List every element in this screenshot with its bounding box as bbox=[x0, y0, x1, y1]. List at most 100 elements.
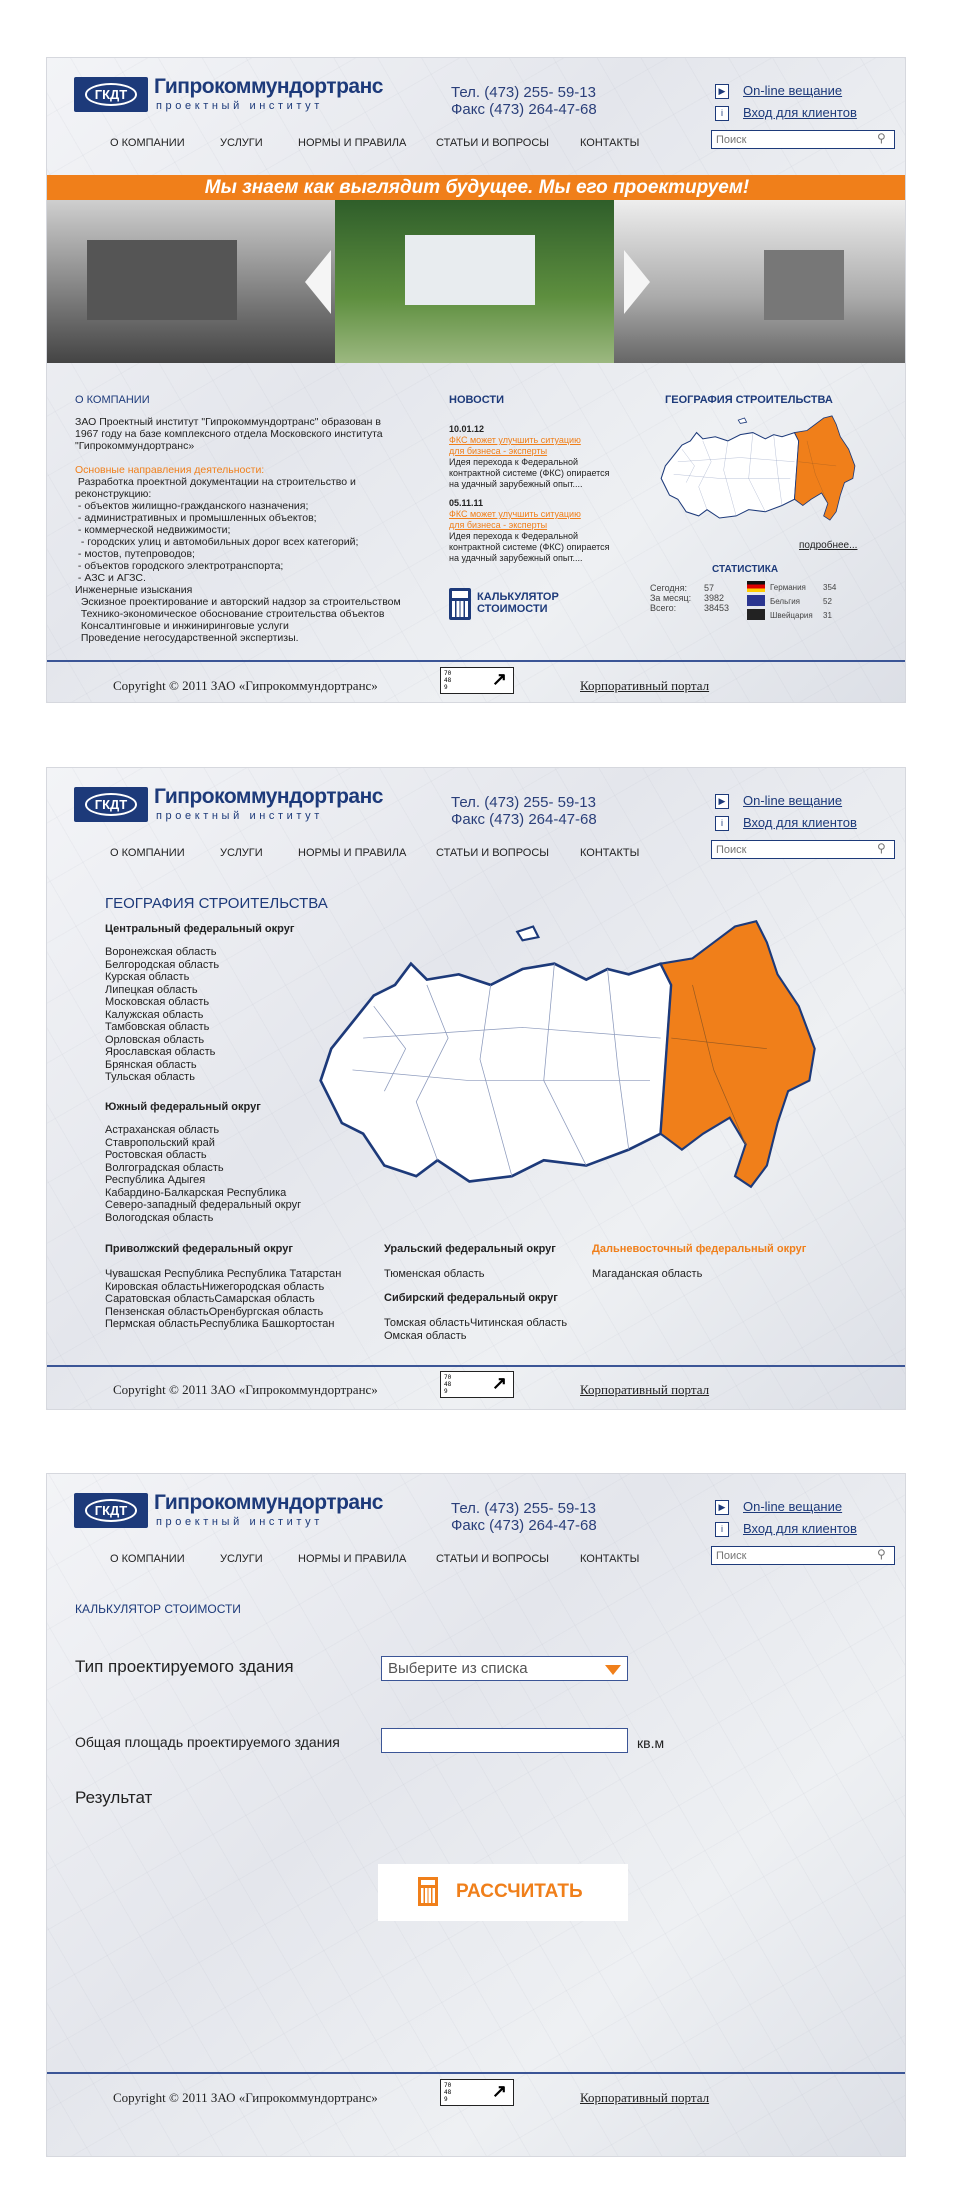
logo[interactable]: ГКДТ bbox=[74, 787, 148, 822]
text-line: Консалтинговые и инжиниринговые услуги bbox=[75, 620, 289, 632]
online-broadcast-link[interactable]: On-line вещание bbox=[743, 1499, 843, 1514]
client-login-link[interactable]: Вход для клиентов bbox=[743, 1521, 857, 1536]
nav-services[interactable]: УСЛУГИ bbox=[220, 847, 263, 859]
russia-map[interactable] bbox=[657, 413, 857, 523]
play-icon[interactable]: ▶ bbox=[715, 84, 729, 99]
footer-divider bbox=[47, 2072, 905, 2074]
nav-about[interactable]: О КОМПАНИИ bbox=[110, 847, 185, 859]
client-login-link[interactable]: Вход для клиентов bbox=[743, 105, 857, 120]
text-line: Инженерные изыскания bbox=[75, 584, 193, 596]
russia-map-large[interactable] bbox=[310, 898, 820, 1210]
search-icon[interactable]: ⚲ bbox=[877, 841, 886, 855]
brand-name: Гипрокоммундортранс bbox=[154, 785, 383, 808]
stat-value: 3982 bbox=[704, 593, 725, 603]
nav-about[interactable]: О КОМПАНИИ bbox=[110, 1553, 185, 1565]
nav-articles[interactable]: СТАТЬИ И ВОПРОСЫ bbox=[436, 847, 550, 859]
prev-arrow-icon[interactable] bbox=[305, 250, 331, 314]
nav-norms[interactable]: НОРМЫ И ПРАВИЛА bbox=[298, 847, 407, 859]
region-item: Чувашская Республика Республика Татарста… bbox=[105, 1268, 342, 1280]
country-name: Германия bbox=[770, 583, 806, 592]
text-line: Разработка проектной документации на стр… bbox=[75, 476, 356, 488]
slide-image-mall[interactable] bbox=[47, 200, 335, 363]
brand-subtitle: проектный институт bbox=[156, 810, 323, 822]
text-line: - объектов жилищно-гражданского назначен… bbox=[75, 500, 309, 512]
logo[interactable]: ГКДТ bbox=[74, 1493, 148, 1528]
online-broadcast-link[interactable]: On-line вещание bbox=[743, 793, 843, 808]
corporate-portal-link[interactable]: Корпоративный портал bbox=[580, 1382, 710, 1397]
info-icon[interactable]: i bbox=[715, 1522, 729, 1537]
region-item: Пермская областьРеспублика Башкортостан bbox=[105, 1318, 335, 1330]
news-title: НОВОСТИ bbox=[449, 394, 505, 406]
region-item: Северо-западный федеральный округ bbox=[105, 1199, 302, 1211]
area-label: Общая площадь проектируемого здания bbox=[75, 1734, 340, 1750]
geography-title: ГЕОГРАФИЯ СТРОИТЕЛЬСТВА bbox=[665, 394, 833, 406]
nav-articles[interactable]: СТАТЬИ И ВОПРОСЫ bbox=[436, 137, 550, 149]
calculator-page: ГКДТ Гипрокоммундортранс проектный инсти… bbox=[46, 1473, 906, 2157]
fareast-district-title[interactable]: Дальневосточный федеральный округ bbox=[592, 1243, 807, 1255]
brand-subtitle: проектный институт bbox=[156, 1516, 323, 1528]
region-item: Ставропольский край bbox=[105, 1136, 215, 1149]
nav-norms[interactable]: НОРМЫ И ПРАВИЛА bbox=[298, 137, 407, 149]
text-line: - коммерческой недвижимости; bbox=[75, 524, 231, 536]
visit-counter[interactable]: 70 48 9 ↗ bbox=[440, 1371, 514, 1398]
eu-flag-icon bbox=[747, 595, 765, 606]
text-line: - АЗС и АГЗС. bbox=[75, 572, 146, 584]
corporate-portal-link[interactable]: Корпоративный портал bbox=[580, 678, 710, 693]
nav-contacts[interactable]: КОНТАКТЫ bbox=[580, 137, 640, 149]
search-icon[interactable]: ⚲ bbox=[877, 1547, 886, 1561]
calculator-icon bbox=[418, 1877, 438, 1906]
region-item: Ярославская область bbox=[105, 1046, 216, 1058]
news-summary: Идея перехода к Федеральной bbox=[449, 457, 579, 467]
nav-contacts[interactable]: КОНТАКТЫ bbox=[580, 1553, 640, 1565]
corporate-portal-link[interactable]: Корпоративный портал bbox=[580, 2090, 710, 2105]
geography-page-title: ГЕОГРАФИЯ СТРОИТЕЛЬСТВА bbox=[105, 895, 328, 912]
search-icon[interactable]: ⚲ bbox=[877, 131, 886, 145]
play-icon[interactable]: ▶ bbox=[715, 794, 729, 809]
next-arrow-icon[interactable] bbox=[624, 250, 650, 314]
nav-articles[interactable]: СТАТЬИ И ВОПРОСЫ bbox=[436, 1553, 550, 1565]
info-icon[interactable]: i bbox=[715, 106, 729, 121]
fax: Факс (473) 264-47-68 bbox=[451, 1517, 597, 1534]
area-input[interactable] bbox=[381, 1728, 628, 1753]
news-summary: контрактной системе (ФКС) опирается bbox=[449, 542, 610, 552]
nav-services[interactable]: УСЛУГИ bbox=[220, 1553, 263, 1565]
news-link[interactable]: ФКС может улучшить ситуацию для бизнеса -… bbox=[449, 435, 581, 456]
fax: Факс (473) 264-47-68 bbox=[451, 101, 597, 118]
search-input[interactable] bbox=[711, 1546, 895, 1565]
search-input[interactable] bbox=[711, 130, 895, 149]
info-icon[interactable]: i bbox=[715, 816, 729, 831]
footer-divider bbox=[47, 660, 905, 662]
volga-district-list: Чувашская Республика Республика Татарста… bbox=[105, 1268, 341, 1331]
play-icon[interactable]: ▶ bbox=[715, 1500, 729, 1515]
region-item: Астраханская область bbox=[105, 1124, 220, 1136]
logo[interactable]: ГКДТ bbox=[74, 77, 148, 112]
germany-flag-icon bbox=[747, 581, 765, 592]
news-summary: на удачный зарубежный опыт.... bbox=[449, 479, 583, 489]
nav-norms[interactable]: НОРМЫ И ПРАВИЛА bbox=[298, 1553, 407, 1565]
search-input[interactable] bbox=[711, 840, 895, 859]
online-broadcast-link[interactable]: On-line вещание bbox=[743, 83, 843, 98]
region-item: Пензенская областьОренбургская область bbox=[105, 1305, 324, 1318]
calculate-button[interactable]: РАССЧИТАТЬ bbox=[378, 1864, 628, 1921]
slide-image-center[interactable] bbox=[614, 200, 905, 363]
text-line: Эскизное проектирование и авторский надз… bbox=[75, 596, 401, 608]
news-link[interactable]: ФКС может улучшить ситуацию для бизнеса -… bbox=[449, 509, 581, 530]
region-item: Тюменская область bbox=[384, 1268, 485, 1280]
nav-about[interactable]: О КОМПАНИИ bbox=[110, 137, 185, 149]
text-line: - административных и промышленных объект… bbox=[75, 512, 317, 524]
client-login-link[interactable]: Вход для клиентов bbox=[743, 815, 857, 830]
visit-counter[interactable]: 70 48 9 ↗ bbox=[440, 2079, 514, 2106]
region-item: Волгоградская область bbox=[105, 1161, 224, 1174]
stat-label: Сегодня: bbox=[650, 583, 687, 593]
more-link[interactable]: подробнее... bbox=[799, 540, 858, 551]
slide-image-housing[interactable] bbox=[335, 200, 614, 363]
calculator-icon[interactable] bbox=[449, 588, 471, 620]
fax: Факс (473) 264-47-68 bbox=[451, 811, 597, 828]
area-unit: кв.м bbox=[637, 1735, 665, 1751]
visit-counter[interactable]: 70 48 9 ↗ bbox=[440, 667, 514, 694]
calculator-link[interactable]: КАЛЬКУЛЯТОР СТОИМОСТИ bbox=[477, 591, 559, 615]
nav-services[interactable]: УСЛУГИ bbox=[220, 137, 263, 149]
footer-divider bbox=[47, 1365, 905, 1367]
building-type-select[interactable]: Выберите из списка bbox=[381, 1656, 628, 1681]
nav-contacts[interactable]: КОНТАКТЫ bbox=[580, 847, 640, 859]
